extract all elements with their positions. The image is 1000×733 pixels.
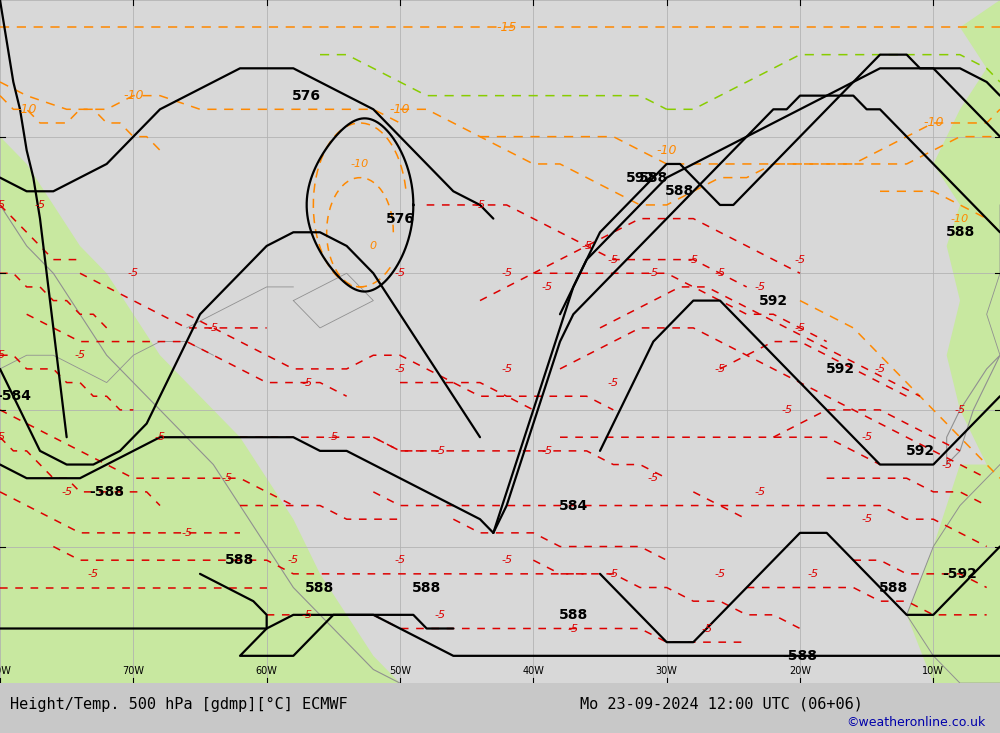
Text: -5: -5 xyxy=(701,624,712,633)
Text: ©weatheronline.co.uk: ©weatheronline.co.uk xyxy=(846,716,985,729)
Text: -5: -5 xyxy=(808,569,819,579)
Text: 70W: 70W xyxy=(122,666,144,677)
Text: -5: -5 xyxy=(608,377,619,388)
Text: 592: 592 xyxy=(825,362,855,376)
Text: -5: -5 xyxy=(714,268,726,279)
Text: -10: -10 xyxy=(351,159,369,169)
Text: -5: -5 xyxy=(754,487,766,497)
Text: 592: 592 xyxy=(625,171,655,185)
Text: 40W: 40W xyxy=(522,666,544,677)
Text: -588: -588 xyxy=(782,649,818,663)
Text: -5: -5 xyxy=(434,446,446,456)
Text: -5: -5 xyxy=(794,323,806,333)
Text: -5: -5 xyxy=(861,514,872,524)
Polygon shape xyxy=(173,615,293,683)
Text: -5: -5 xyxy=(541,446,552,456)
Text: 584: 584 xyxy=(559,498,588,512)
Text: 592: 592 xyxy=(905,444,935,458)
Text: 588: 588 xyxy=(639,171,668,185)
Text: -5: -5 xyxy=(501,555,512,565)
Text: -15: -15 xyxy=(496,21,517,34)
Text: -5: -5 xyxy=(88,569,99,579)
Text: -10: -10 xyxy=(390,103,410,116)
Text: -5: -5 xyxy=(181,528,192,538)
Text: 10W: 10W xyxy=(922,666,944,677)
Text: -588: -588 xyxy=(89,485,124,499)
Text: -5: -5 xyxy=(688,254,699,265)
Text: Height/Temp. 500 hPa [gdmp][°C] ECMWF: Height/Temp. 500 hPa [gdmp][°C] ECMWF xyxy=(10,696,348,712)
Text: 592: 592 xyxy=(759,294,788,308)
Text: -5: -5 xyxy=(61,487,72,497)
Text: -5: -5 xyxy=(568,624,579,633)
Text: 576: 576 xyxy=(292,89,321,103)
Text: -10: -10 xyxy=(951,213,969,224)
Text: -5: -5 xyxy=(74,350,86,360)
Text: -5: -5 xyxy=(648,474,659,483)
Text: -5: -5 xyxy=(208,323,219,333)
Text: -5: -5 xyxy=(714,364,726,374)
Text: 588: 588 xyxy=(412,581,441,594)
Text: -10: -10 xyxy=(123,89,144,102)
Text: -5: -5 xyxy=(754,282,766,292)
Text: -10: -10 xyxy=(16,103,37,116)
Text: -5: -5 xyxy=(0,350,6,360)
Text: -5: -5 xyxy=(434,610,446,620)
Text: -5: -5 xyxy=(474,200,486,210)
Text: -5: -5 xyxy=(874,364,886,374)
Text: 588: 588 xyxy=(665,184,695,199)
Text: 576: 576 xyxy=(386,212,415,226)
Text: -5: -5 xyxy=(34,200,46,210)
Text: 588: 588 xyxy=(305,581,335,594)
Text: -5: -5 xyxy=(941,460,952,470)
Text: 588: 588 xyxy=(879,581,908,594)
Text: 0: 0 xyxy=(370,241,377,251)
Text: -5: -5 xyxy=(781,405,792,415)
Text: -5: -5 xyxy=(581,241,592,251)
Polygon shape xyxy=(933,0,1000,683)
Text: -5: -5 xyxy=(608,569,619,579)
Polygon shape xyxy=(907,465,1000,683)
Text: 30W: 30W xyxy=(656,666,678,677)
Text: -5: -5 xyxy=(288,555,299,565)
Text: -5: -5 xyxy=(154,432,166,442)
Text: -5: -5 xyxy=(301,610,312,620)
Text: Mo 23-09-2024 12:00 UTC (06+06): Mo 23-09-2024 12:00 UTC (06+06) xyxy=(580,696,863,712)
Text: -10: -10 xyxy=(656,144,677,157)
Polygon shape xyxy=(0,0,400,683)
Polygon shape xyxy=(0,547,80,683)
Text: 80W: 80W xyxy=(0,666,11,677)
Text: -5: -5 xyxy=(221,474,232,483)
Text: -10: -10 xyxy=(923,117,944,130)
Text: 588: 588 xyxy=(559,608,588,622)
Text: -5: -5 xyxy=(954,405,966,415)
Text: -5: -5 xyxy=(394,268,406,279)
Text: 20W: 20W xyxy=(789,666,811,677)
Text: -592: -592 xyxy=(943,567,977,581)
Text: -5: -5 xyxy=(394,555,406,565)
Text: -5: -5 xyxy=(541,282,552,292)
Text: 588: 588 xyxy=(225,553,255,567)
Text: -584: -584 xyxy=(0,389,31,403)
Text: 588: 588 xyxy=(945,225,975,239)
Text: -5: -5 xyxy=(794,254,806,265)
Text: 60W: 60W xyxy=(256,666,278,677)
Text: -5: -5 xyxy=(501,268,512,279)
Text: -5: -5 xyxy=(501,364,512,374)
Text: -5: -5 xyxy=(0,432,6,442)
Text: -5: -5 xyxy=(128,268,139,279)
Text: -5: -5 xyxy=(394,364,406,374)
Text: -5: -5 xyxy=(328,432,339,442)
Text: -5: -5 xyxy=(608,254,619,265)
Text: -5: -5 xyxy=(714,569,726,579)
Text: -5: -5 xyxy=(648,268,659,279)
Text: -5: -5 xyxy=(861,432,872,442)
Text: -5: -5 xyxy=(0,200,6,210)
Text: 50W: 50W xyxy=(389,666,411,677)
Text: -5: -5 xyxy=(301,377,312,388)
